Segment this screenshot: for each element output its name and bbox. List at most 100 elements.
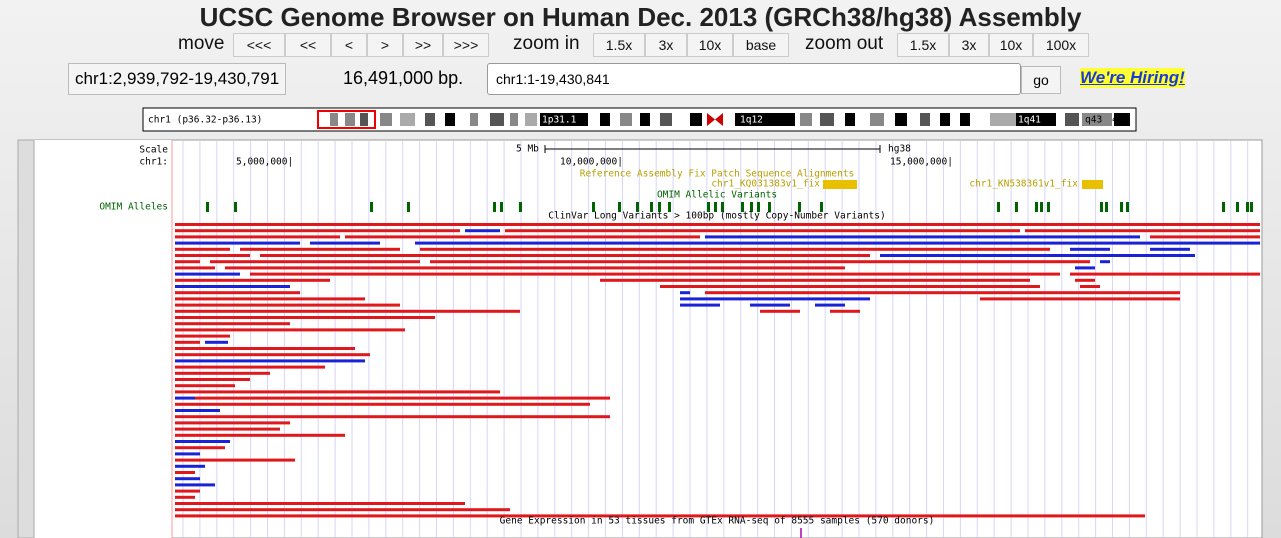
ideogram-band bbox=[445, 113, 455, 126]
omim-tick bbox=[1047, 202, 1050, 212]
omim-tick bbox=[519, 202, 522, 212]
scale-bar-label: 5 Mb bbox=[516, 144, 539, 155]
omim-tick bbox=[1250, 202, 1253, 212]
nav-button[interactable]: <<< bbox=[233, 33, 285, 57]
variant-bar bbox=[1075, 278, 1095, 282]
nav-button[interactable]: > bbox=[367, 33, 403, 57]
omim-tick bbox=[750, 202, 753, 212]
ideogram-band bbox=[620, 113, 632, 126]
variant-bar bbox=[205, 340, 228, 344]
omim-tick bbox=[1246, 202, 1249, 212]
ideogram-band bbox=[330, 113, 338, 126]
ideogram-band bbox=[490, 113, 504, 126]
ideogram-band bbox=[1114, 113, 1130, 126]
variant-bar bbox=[175, 477, 200, 481]
omim-tick bbox=[1040, 202, 1043, 212]
variant-bar bbox=[1075, 266, 1095, 270]
variant-bar bbox=[680, 297, 760, 301]
omim-tick bbox=[618, 202, 621, 212]
position-input[interactable]: chr1:1-19,430,841 bbox=[487, 63, 1021, 95]
variant-bar bbox=[465, 229, 500, 233]
ideogram-band bbox=[540, 113, 588, 126]
nav-button[interactable]: >>> bbox=[443, 33, 489, 57]
omim-tick bbox=[658, 202, 661, 212]
omim-title: OMIM Allelic Variants bbox=[657, 190, 777, 201]
nav-button[interactable]: << bbox=[285, 33, 331, 57]
nav-button[interactable]: 3x bbox=[645, 33, 687, 57]
variant-bar bbox=[175, 390, 500, 394]
ideogram-band bbox=[920, 113, 930, 126]
variant-bar bbox=[175, 260, 200, 264]
variant-bar bbox=[175, 334, 230, 338]
variant-bar bbox=[660, 285, 1040, 288]
omim-tick bbox=[798, 202, 801, 212]
omim-tick bbox=[997, 202, 1000, 212]
variant-bar bbox=[175, 254, 250, 257]
omim-tick bbox=[668, 202, 671, 212]
nav-button[interactable]: 1.5x bbox=[593, 33, 645, 57]
variant-bar bbox=[1100, 260, 1110, 264]
ideogram-band bbox=[820, 113, 834, 126]
variant-bar bbox=[505, 229, 1020, 233]
nav-button[interactable]: 10x bbox=[989, 33, 1033, 57]
omim-tick bbox=[768, 202, 771, 212]
clinvar-title: ClinVar Long Variants > 100bp (mostly Co… bbox=[548, 211, 885, 222]
variant-bar bbox=[175, 402, 590, 406]
variant-bar bbox=[880, 254, 1195, 257]
variant-bar bbox=[175, 427, 280, 431]
variant-bar bbox=[175, 452, 200, 456]
omim-tick bbox=[206, 202, 209, 212]
omim-tick bbox=[820, 202, 823, 212]
ideogram-band bbox=[525, 113, 537, 126]
omim-tick bbox=[1236, 202, 1239, 212]
hiring-link[interactable]: We're Hiring! bbox=[1080, 68, 1185, 88]
ideogram-band bbox=[470, 113, 478, 126]
nav-button[interactable]: 3x bbox=[949, 33, 989, 57]
omim-tick bbox=[1035, 202, 1038, 212]
go-button[interactable]: go bbox=[1021, 66, 1061, 94]
variant-bar bbox=[760, 309, 800, 313]
ideogram-band bbox=[1016, 113, 1056, 126]
variant-bar bbox=[310, 241, 380, 245]
title: UCSC Genome Browser on Human Dec. 2013 (… bbox=[199, 2, 1082, 32]
variant-bar bbox=[175, 359, 365, 363]
omim-tick bbox=[1222, 202, 1225, 212]
omim-tick bbox=[500, 202, 503, 212]
nav-button[interactable]: 1.5x bbox=[897, 33, 949, 57]
ideogram-band bbox=[895, 113, 907, 126]
assembly-label: hg38 bbox=[888, 144, 911, 155]
omim-tick bbox=[707, 202, 710, 212]
omim-tick bbox=[1120, 202, 1123, 212]
nav-button[interactable]: base bbox=[733, 33, 789, 57]
variant-bar bbox=[175, 365, 325, 369]
variant-bar bbox=[175, 483, 215, 487]
variant-bar bbox=[430, 260, 1090, 264]
variant-bar bbox=[1025, 229, 1260, 233]
band-label: 1q41 bbox=[1018, 115, 1041, 126]
variant-bar bbox=[705, 235, 1140, 239]
nav-button[interactable]: 10x bbox=[687, 33, 733, 57]
variant-bar bbox=[175, 508, 510, 512]
variant-bar bbox=[175, 396, 195, 400]
variant-bar bbox=[175, 235, 340, 239]
variant-bar bbox=[260, 254, 870, 257]
variant-bar bbox=[175, 514, 1145, 518]
variant-bar bbox=[815, 303, 845, 307]
scale-label: Scale bbox=[139, 145, 168, 156]
ideogram-band bbox=[870, 113, 884, 126]
variant-bar bbox=[175, 378, 250, 381]
gtex-title: Gene Expression in 53 tissues from GTEx … bbox=[500, 516, 935, 527]
nav-button[interactable]: < bbox=[331, 33, 367, 57]
position-size: 16,491,000 bp. bbox=[343, 68, 464, 88]
omim-tick bbox=[741, 202, 744, 212]
variant-bar bbox=[175, 495, 195, 499]
variant-bar bbox=[175, 285, 290, 288]
variant-bar bbox=[1070, 247, 1110, 251]
nav-button[interactable]: >> bbox=[403, 33, 443, 57]
nav-button[interactable]: 100x bbox=[1033, 33, 1089, 57]
variant-bar bbox=[415, 241, 1260, 245]
variant-bar bbox=[175, 409, 220, 412]
variant-bar bbox=[175, 446, 225, 450]
ideogram-band bbox=[640, 113, 650, 126]
